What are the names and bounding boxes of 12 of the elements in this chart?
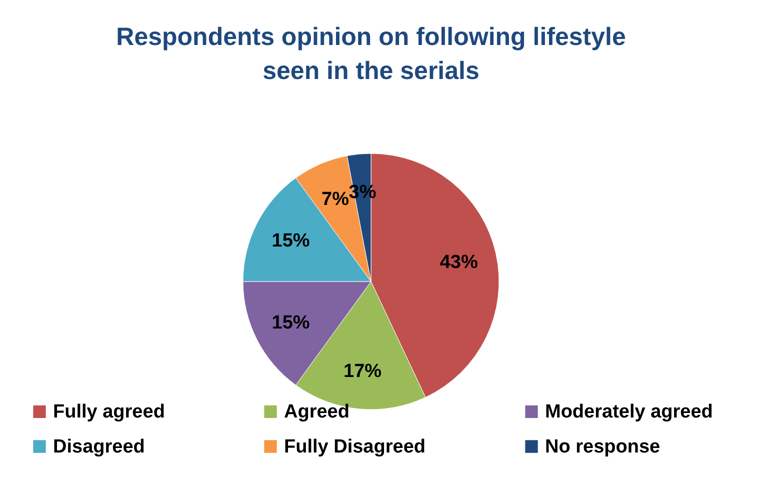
legend-label: Moderately agreed [545, 402, 713, 423]
legend-label: Disagreed [53, 436, 145, 458]
data-label: 7% [322, 188, 350, 210]
data-label: 15% [272, 312, 310, 334]
legend-label: Fully Disagreed [284, 436, 426, 458]
legend-label: Agreed [284, 402, 350, 423]
legend-label: No response [545, 436, 660, 458]
data-label: 43% [440, 252, 478, 273]
data-label: 17% [344, 361, 382, 382]
chart-title: Respondents opinion on following lifestyle seen in the serials [116, 23, 626, 85]
data-label: 15% [272, 230, 310, 252]
legend-label: Fully agreed [53, 402, 165, 423]
